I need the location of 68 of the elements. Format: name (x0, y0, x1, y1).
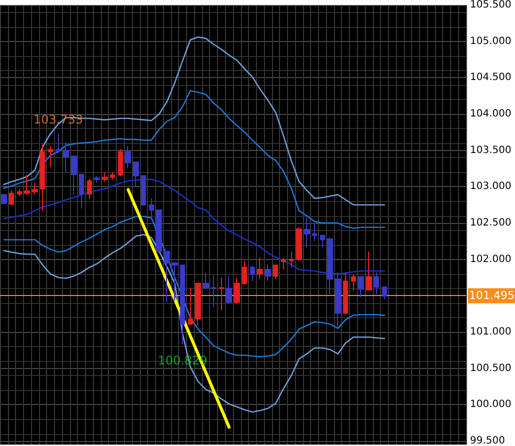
y-tick-label: 104.500 (470, 72, 512, 84)
candlestick (250, 265, 255, 282)
y-tick-label: 100.000 (470, 399, 512, 410)
candlestick (180, 264, 185, 345)
candlestick (56, 132, 61, 152)
candlestick (141, 175, 146, 206)
candlestick (71, 156, 77, 196)
line-series (3, 216, 386, 358)
y-tick-label: 103.000 (470, 181, 512, 192)
line-series (3, 36, 386, 206)
line-series (3, 234, 386, 413)
candlestick (1, 193, 7, 204)
candlestick (40, 144, 45, 212)
candlestick (48, 145, 53, 168)
y-tick-label: 105.500 (470, 0, 512, 10)
y-tick-label: 105.000 (470, 36, 512, 47)
candlestick (320, 234, 325, 248)
candlestick (374, 272, 379, 295)
candlestick (87, 178, 92, 200)
y-tick-label: 103.500 (470, 144, 512, 156)
candlestick (366, 250, 372, 292)
candlestick (17, 188, 22, 197)
candlestick (172, 262, 178, 302)
candlestick (118, 148, 123, 178)
line-series (3, 178, 386, 275)
candlestick (102, 172, 108, 182)
y-tick-label: 102.000 (470, 254, 512, 265)
y-tick-label: 99.500 (470, 436, 505, 446)
candlestick (195, 282, 201, 326)
candlestick (203, 272, 209, 290)
y-tick-label: 102.500 (470, 218, 512, 229)
candlestick (304, 216, 310, 248)
candlestick (343, 272, 348, 314)
candlestick (382, 286, 387, 300)
candlestick (164, 250, 170, 303)
candlestick (265, 264, 271, 282)
candlestick (9, 190, 14, 205)
candlestick (273, 264, 278, 280)
candlestick (327, 237, 333, 295)
candlestick (242, 260, 247, 285)
candlestick (32, 182, 38, 196)
candlestick (312, 223, 317, 242)
candlestick (257, 257, 263, 280)
candlestick (211, 274, 216, 308)
candlestick (94, 176, 100, 184)
candlestick (281, 257, 286, 270)
candlestick (79, 174, 84, 209)
candlestick (226, 276, 232, 304)
y-tick-label: 104.000 (470, 108, 512, 120)
line-series (3, 90, 386, 229)
candlestick (351, 273, 356, 292)
y-tick-label: 100.500 (470, 362, 512, 374)
candlestick (63, 142, 69, 173)
candlestick (234, 277, 240, 304)
candlestick (156, 209, 162, 254)
candlestick (335, 272, 341, 329)
candlestick (110, 172, 115, 180)
candlestick (188, 287, 193, 326)
candlestick (289, 250, 294, 268)
candlestick (358, 276, 364, 298)
candlestick (296, 226, 302, 262)
ref-line-label: 101.495 (469, 289, 514, 302)
candlestick (219, 277, 224, 311)
candlestick (125, 145, 131, 170)
candlestick (133, 161, 139, 188)
candlestick (149, 198, 154, 218)
y-tick-label: 101.000 (470, 326, 512, 338)
candlestick (24, 174, 30, 196)
